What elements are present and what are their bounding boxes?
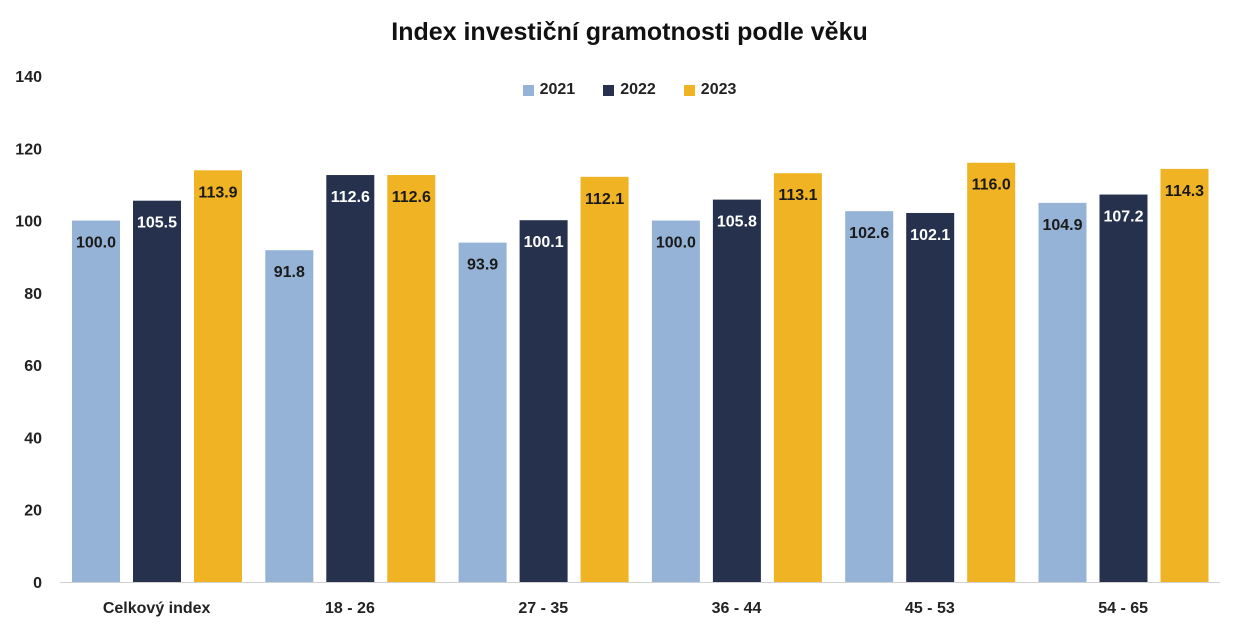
data-label-2023-2: 112.1 [585, 191, 624, 208]
y-tick-label: 20 [24, 503, 42, 520]
y-tick-label: 60 [24, 358, 42, 375]
legend-swatch-2021 [522, 84, 534, 96]
bar-2023-0 [194, 170, 242, 582]
data-label-2022-0: 105.5 [137, 215, 177, 232]
bar-2021-5 [1038, 202, 1087, 582]
bar-2021-1 [265, 250, 314, 583]
legend-label-2022: 2022 [620, 81, 656, 98]
data-label-2023-0: 113.9 [198, 184, 237, 201]
legend: 2021 2022 2023 [0, 81, 1259, 99]
x-tick-label: 36 - 44 [712, 600, 762, 617]
legend-item-2021: 2021 [522, 81, 576, 99]
data-label-2022-4: 102.1 [910, 227, 950, 244]
data-label-2021-0: 100.0 [76, 235, 116, 252]
legend-swatch-2023 [683, 84, 695, 96]
bar-2022-5 [1099, 194, 1148, 582]
legend-swatch-2022 [603, 84, 615, 96]
data-label-2022-2: 100.1 [524, 234, 564, 251]
y-tick-label: 140 [15, 69, 42, 86]
legend-label-2023: 2023 [700, 81, 737, 98]
x-tick-label: 18 - 26 [325, 600, 375, 617]
x-tick-label: 27 - 35 [518, 600, 568, 617]
bar-2022-4 [906, 212, 955, 582]
chart-title: Index investiční gramotnosti podle věku [391, 18, 868, 46]
data-label-2023-3: 113.1 [778, 187, 817, 204]
data-label-2021-4: 102.6 [849, 225, 889, 242]
data-label-2022-5: 107.2 [1103, 209, 1143, 226]
y-tick-label: 0 [33, 575, 42, 592]
bar-2023-2 [580, 176, 629, 583]
y-tick-label: 40 [24, 430, 42, 447]
bar-2021-0 [72, 220, 120, 583]
bar-2022-2 [519, 220, 568, 582]
bar-2021-2 [458, 242, 507, 582]
data-label-2023-4: 116.0 [972, 177, 1011, 194]
x-tick-label: Celkový index [103, 600, 211, 617]
x-tick-label: 45 - 53 [905, 600, 955, 617]
data-label-2021-2: 93.9 [467, 257, 498, 274]
legend-item-2022: 2022 [603, 81, 656, 99]
data-label-2021-1: 91.8 [274, 264, 305, 281]
legend-item-2023: 2023 [683, 81, 737, 99]
y-tick-label: 100 [15, 214, 42, 231]
y-tick-label: 120 [15, 141, 42, 158]
bar-2021-4 [845, 211, 894, 582]
bar-2023-5 [1160, 168, 1209, 582]
bar-2023-3 [773, 173, 822, 582]
bar-2022-0 [133, 200, 181, 582]
data-label-2021-5: 104.9 [1042, 217, 1082, 234]
legend-label-2021: 2021 [539, 81, 576, 98]
data-label-2021-3: 100.0 [656, 235, 696, 252]
bar-2022-3 [712, 199, 761, 582]
y-tick-label: 80 [24, 286, 42, 303]
x-tick-label: 54 - 65 [1098, 600, 1148, 617]
data-label-2022-3: 105.8 [717, 214, 757, 231]
bar-2022-1 [326, 175, 375, 582]
data-label-2023-1: 112.6 [392, 189, 431, 206]
bar-2021-3 [651, 220, 700, 583]
bar-2023-4 [967, 162, 1016, 582]
data-label-2022-1: 112.6 [331, 189, 370, 206]
bar-2023-1 [387, 175, 436, 582]
data-label-2023-5: 114.3 [1165, 183, 1204, 200]
